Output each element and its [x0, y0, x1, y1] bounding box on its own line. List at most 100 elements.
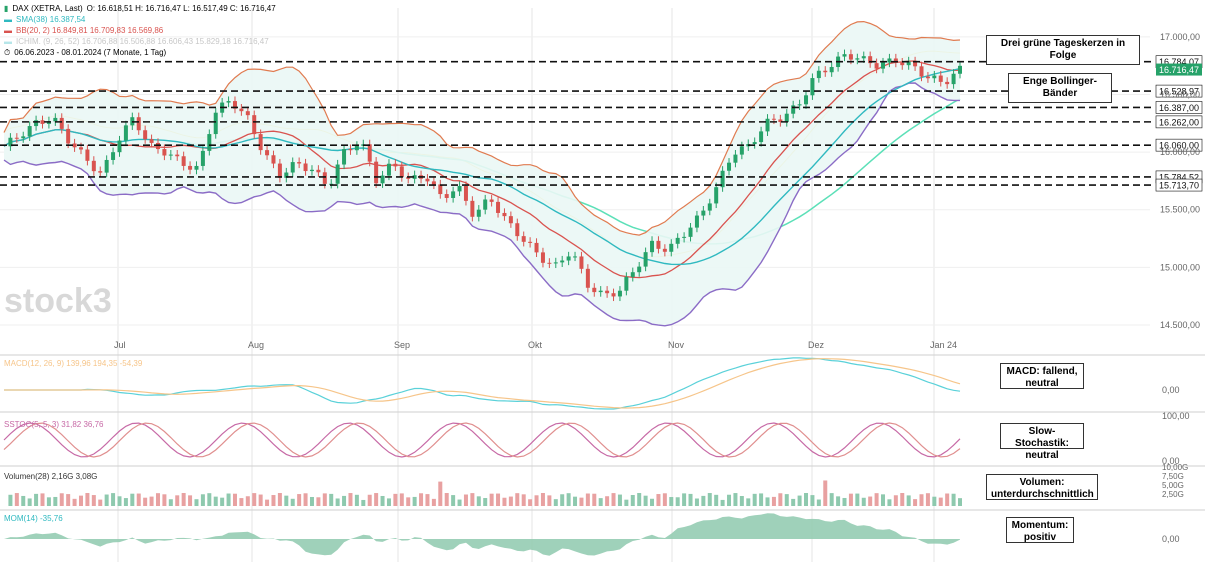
volume-bar [861, 497, 866, 506]
candle-body [739, 146, 744, 155]
candle-body [637, 266, 642, 273]
candle-body [34, 120, 39, 127]
candle-body [329, 183, 334, 185]
legend-range: ⏱ 06.06.2023 - 08.01.2024 (7 Monate, 1 Ta… [4, 48, 167, 57]
level-tag [1155, 115, 1203, 129]
volume-bar [104, 494, 109, 506]
volume-bar [759, 493, 764, 506]
momentum-zero-tick: 0,00 [1162, 534, 1180, 544]
volume-bar [476, 496, 481, 506]
volume-bar [46, 497, 51, 506]
volume-bar [8, 494, 13, 506]
volume-bar [245, 496, 250, 506]
candle-body [502, 212, 507, 217]
volume-bar [226, 493, 231, 506]
volume-bar [374, 493, 379, 506]
volume-bar [136, 493, 141, 506]
candle-body [823, 70, 828, 73]
volume-bar [733, 493, 738, 506]
volume-bar [316, 497, 321, 506]
candle-body [496, 201, 501, 213]
volume-bar [669, 497, 674, 506]
volume-bar [804, 493, 809, 506]
volume-bar [765, 497, 770, 506]
volume-bar [361, 499, 366, 506]
candle-body [508, 216, 513, 224]
candle-body [707, 203, 712, 211]
candle-body [489, 199, 494, 202]
candle-body [925, 76, 930, 79]
candle-body [759, 131, 764, 143]
candle-body [804, 95, 809, 105]
candle-body [207, 134, 212, 151]
candle-body [913, 61, 918, 67]
level-tag [1155, 138, 1203, 152]
volume-bar [534, 495, 539, 506]
volume-bar [463, 494, 468, 506]
volume-bar [496, 493, 501, 506]
volume-bar [573, 496, 578, 506]
volume-bar [508, 496, 513, 506]
candle-body [483, 199, 488, 210]
candle-body [162, 149, 167, 156]
volume-bar [393, 493, 398, 506]
candle-body [592, 287, 597, 293]
volume-bar [515, 493, 520, 506]
candle-body [245, 111, 250, 116]
volume-bar [27, 498, 32, 506]
candle-body [27, 126, 32, 137]
volume-bar [932, 496, 937, 506]
watermark: stock3 [4, 282, 112, 320]
volume-bar [585, 493, 590, 506]
candle-body [213, 112, 218, 135]
candle-body [425, 178, 430, 182]
macd-zero-tick: 0,00 [1162, 385, 1180, 395]
volume-bar [21, 495, 26, 506]
candle-body [579, 256, 584, 269]
volume-bar [303, 493, 308, 506]
volume-bar [78, 495, 83, 506]
volume-bar [354, 494, 359, 506]
candle-body [21, 136, 26, 139]
candle-body [791, 105, 796, 114]
candle-body [714, 187, 719, 204]
volume-bar [168, 499, 173, 506]
volume-bar [553, 499, 558, 506]
volume-bar [53, 496, 58, 506]
candle-body [136, 117, 141, 131]
indicator-panels: 0,00 MACD(12, 26, 9) 139,96 194,35 -54,39… [3, 357, 1190, 556]
volume-bar [784, 494, 789, 506]
candle-body [316, 169, 321, 173]
volume-bar [951, 493, 956, 506]
volume-bar [797, 495, 802, 506]
candle-body [181, 156, 186, 166]
candle-body [662, 248, 667, 252]
candle-body [53, 117, 58, 122]
candle-body [322, 172, 327, 184]
candle-body [938, 75, 943, 82]
candle-body [78, 147, 83, 150]
volume-bar [284, 495, 289, 506]
volume-bar [342, 495, 347, 506]
candle-body [367, 144, 372, 162]
candle-body [727, 162, 732, 171]
month-label: Jul [114, 340, 126, 350]
candle-body [149, 139, 154, 143]
stoch-legend: SSTOC(5, 5, 3) 31,82 36,76 [4, 420, 104, 429]
month-label: Okt [528, 340, 543, 350]
volume-bar [707, 493, 712, 506]
candle-body [919, 66, 924, 77]
candle-body [8, 137, 13, 147]
price-tick-label: 16.500,00 [1160, 89, 1200, 99]
volume-bar [258, 494, 263, 506]
volume-tick: 10,00G [1162, 463, 1188, 472]
volume-bar [162, 494, 167, 506]
volume-bar [727, 494, 732, 506]
volume-bar [694, 498, 699, 506]
candle-body [932, 75, 937, 79]
level-label: 16.784,07 [1159, 57, 1199, 67]
candle-body [771, 118, 776, 120]
volume-bar [925, 493, 930, 506]
volume-bar [823, 480, 828, 506]
